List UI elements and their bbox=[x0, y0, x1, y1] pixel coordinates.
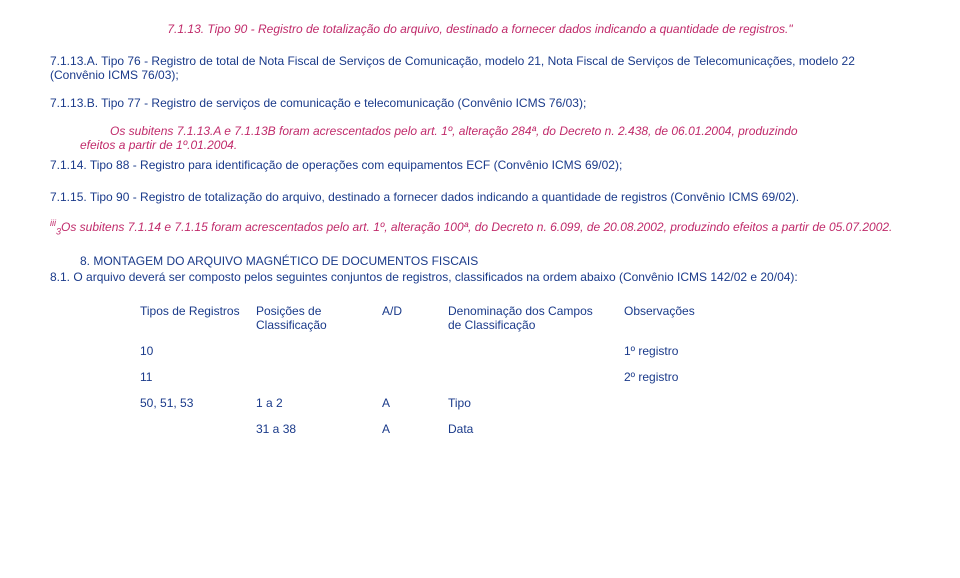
cell bbox=[624, 416, 760, 442]
cell bbox=[256, 338, 382, 364]
subitem-note-1b: efeitos a partir de 1º.01.2004. bbox=[80, 138, 910, 152]
cell: 2º registro bbox=[624, 364, 760, 390]
th-tipos: Tipos de Registros bbox=[140, 298, 256, 338]
table-header-row: Tipos de Registros Posições de Classific… bbox=[140, 298, 760, 338]
cell bbox=[140, 416, 256, 442]
cell: 1º registro bbox=[624, 338, 760, 364]
cell bbox=[624, 390, 760, 416]
th-denominacao: Denominação dos Campos de Classificação bbox=[448, 298, 624, 338]
cell: A bbox=[382, 416, 448, 442]
subitem-note-1: Os subitens 7.1.13.A e 7.1.13B foram acr… bbox=[110, 124, 910, 138]
top-note: 7.1.13. Tipo 90 - Registro de totalizaçã… bbox=[50, 22, 910, 36]
cell: 1 a 2 bbox=[256, 390, 382, 416]
cell bbox=[382, 338, 448, 364]
cell: 50, 51, 53 bbox=[140, 390, 256, 416]
table-row: 31 a 38 A Data bbox=[140, 416, 760, 442]
table-row: 50, 51, 53 1 a 2 A Tipo bbox=[140, 390, 760, 416]
cell bbox=[448, 364, 624, 390]
table-row: 11 2º registro bbox=[140, 364, 760, 390]
para-7-1-13-a: 7.1.13.A. Tipo 76 - Registro de total de… bbox=[50, 54, 910, 82]
th-ad: A/D bbox=[382, 298, 448, 338]
footnote-2-text: Os subitens 7.1.14 e 7.1.15 foram acresc… bbox=[61, 220, 892, 234]
th-observacoes: Observações bbox=[624, 298, 760, 338]
cell: 11 bbox=[140, 364, 256, 390]
para-7-1-13-b: 7.1.13.B. Tipo 77 - Registro de serviços… bbox=[50, 96, 910, 110]
cell bbox=[448, 338, 624, 364]
cell: Tipo bbox=[448, 390, 624, 416]
para-7-1-15: 7.1.15. Tipo 90 - Registro de totalizaçã… bbox=[50, 190, 910, 204]
th-posicoes: Posições de Classificação bbox=[256, 298, 382, 338]
cell: 31 a 38 bbox=[256, 416, 382, 442]
section-8: 8. MONTAGEM DO ARQUIVO MAGNÉTICO DE DOCU… bbox=[80, 254, 910, 268]
section-8-1: 8.1. O arquivo deverá ser composto pelos… bbox=[50, 270, 910, 284]
cell: 10 bbox=[140, 338, 256, 364]
para-7-1-14: 7.1.14. Tipo 88 - Registro para identifi… bbox=[50, 158, 910, 172]
records-table: Tipos de Registros Posições de Classific… bbox=[140, 298, 760, 442]
cell bbox=[256, 364, 382, 390]
cell: Data bbox=[448, 416, 624, 442]
table-row: 10 1º registro bbox=[140, 338, 760, 364]
cell: A bbox=[382, 390, 448, 416]
cell bbox=[382, 364, 448, 390]
footnote-2: iii3Os subitens 7.1.14 e 7.1.15 foram ac… bbox=[50, 218, 910, 236]
